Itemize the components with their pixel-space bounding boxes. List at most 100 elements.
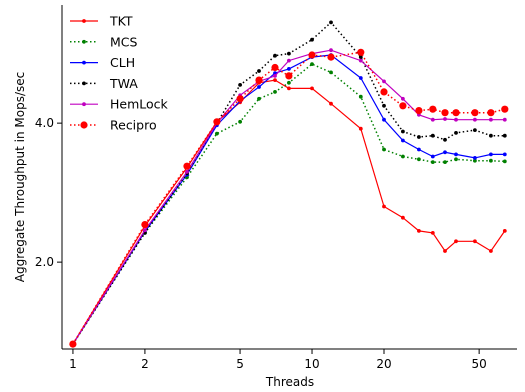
point-twa — [273, 53, 277, 58]
point-tkt — [502, 229, 507, 233]
point-recipro — [183, 162, 191, 170]
point-clh — [417, 147, 421, 152]
point-mcs — [454, 157, 458, 162]
point-hemlock — [443, 117, 447, 121]
point-clh — [473, 156, 477, 160]
point-hemlock — [430, 117, 435, 122]
point-tkt — [417, 229, 421, 233]
point-twa — [430, 133, 435, 138]
point-clh — [382, 117, 386, 122]
point-recipro — [441, 109, 449, 117]
point-clh — [443, 150, 447, 155]
point-twa — [257, 69, 261, 73]
x-tick-label: 20 — [376, 357, 391, 371]
point-mcs — [401, 154, 405, 159]
legend-marker-clh — [82, 60, 86, 65]
point-twa — [382, 103, 386, 108]
point-hemlock — [473, 117, 477, 122]
point-hemlock — [287, 58, 291, 63]
point-clh — [489, 152, 493, 157]
x-tick-label: 5 — [236, 357, 244, 371]
point-recipro — [487, 109, 495, 117]
x-tick-label: 50 — [471, 357, 486, 371]
point-recipro — [380, 88, 388, 96]
point-hemlock — [329, 48, 333, 53]
point-tkt — [401, 215, 405, 220]
y-tick-label: 2.0 — [35, 255, 54, 269]
point-tkt — [382, 204, 386, 209]
point-tkt — [273, 78, 277, 82]
point-recipro — [452, 109, 460, 117]
legend-marker-recipro — [80, 121, 88, 129]
x-tick-label: 10 — [304, 357, 319, 371]
point-twa — [358, 55, 363, 59]
point-twa — [454, 131, 458, 135]
point-clh — [502, 152, 507, 157]
point-recipro — [399, 102, 407, 110]
point-clh — [257, 85, 261, 89]
legend-marker-twa — [82, 81, 86, 86]
y-ticks: 2.0 4.0 — [35, 116, 62, 269]
point-mcs — [329, 70, 333, 75]
point-recipro — [69, 340, 77, 348]
legend-label-hemlock: HemLock — [110, 97, 169, 112]
point-clh — [358, 76, 363, 80]
point-tkt — [473, 239, 477, 244]
point-mcs — [502, 159, 507, 164]
legend-label-tkt: TKT — [109, 14, 133, 29]
point-hemlock — [382, 79, 386, 84]
point-twa — [401, 129, 405, 134]
point-tkt — [358, 126, 363, 131]
point-hemlock — [185, 169, 189, 174]
point-recipro — [471, 109, 479, 117]
point-tkt — [489, 249, 493, 253]
point-mcs — [273, 90, 277, 94]
point-recipro — [255, 76, 263, 84]
y-axis-title: Aggregate Throughput in Mops/sec — [13, 72, 27, 282]
point-twa — [443, 137, 447, 142]
point-hemlock — [273, 74, 277, 78]
x-tick-label: 2 — [141, 357, 149, 371]
point-hemlock — [489, 117, 493, 122]
point-mcs — [238, 119, 243, 124]
point-twa — [502, 133, 507, 138]
point-twa — [287, 51, 291, 56]
series-line-hemlock — [72, 49, 505, 345]
point-twa — [310, 37, 314, 42]
point-mcs — [430, 160, 435, 165]
point-recipro — [357, 48, 365, 56]
point-recipro — [308, 51, 316, 59]
plot-area — [69, 20, 509, 348]
point-mcs — [257, 96, 261, 101]
point-hemlock — [358, 58, 363, 63]
legend-label-mcs: MCS — [110, 34, 138, 49]
point-twa — [417, 135, 421, 139]
legend-label-twa: TWA — [109, 76, 138, 91]
point-hemlock — [454, 117, 458, 122]
legend-label-recipro: Recipro — [110, 118, 157, 133]
point-mcs — [358, 94, 363, 99]
point-recipro — [429, 105, 437, 113]
point-clh — [430, 154, 435, 159]
point-mcs — [473, 158, 477, 163]
point-mcs — [215, 131, 219, 136]
point-mcs — [382, 147, 386, 152]
legend-marker-tkt — [82, 19, 86, 23]
x-tick-label: 1 — [69, 357, 77, 371]
point-recipro — [236, 95, 244, 103]
point-mcs — [287, 80, 291, 85]
x-axis-title: Threads — [265, 375, 314, 389]
point-twa — [473, 128, 477, 133]
legend-marker-hemlock — [82, 102, 86, 107]
point-tkt — [287, 86, 291, 91]
axes — [61, 5, 517, 350]
point-recipro — [501, 105, 509, 113]
legend: TKT MCS CLH TWA HemLock Recipro — [70, 14, 169, 133]
point-clh — [287, 67, 291, 71]
point-recipro — [327, 53, 335, 61]
point-mcs — [417, 157, 421, 162]
point-recipro — [271, 63, 279, 72]
point-tkt — [443, 249, 447, 253]
point-tkt — [430, 231, 435, 235]
